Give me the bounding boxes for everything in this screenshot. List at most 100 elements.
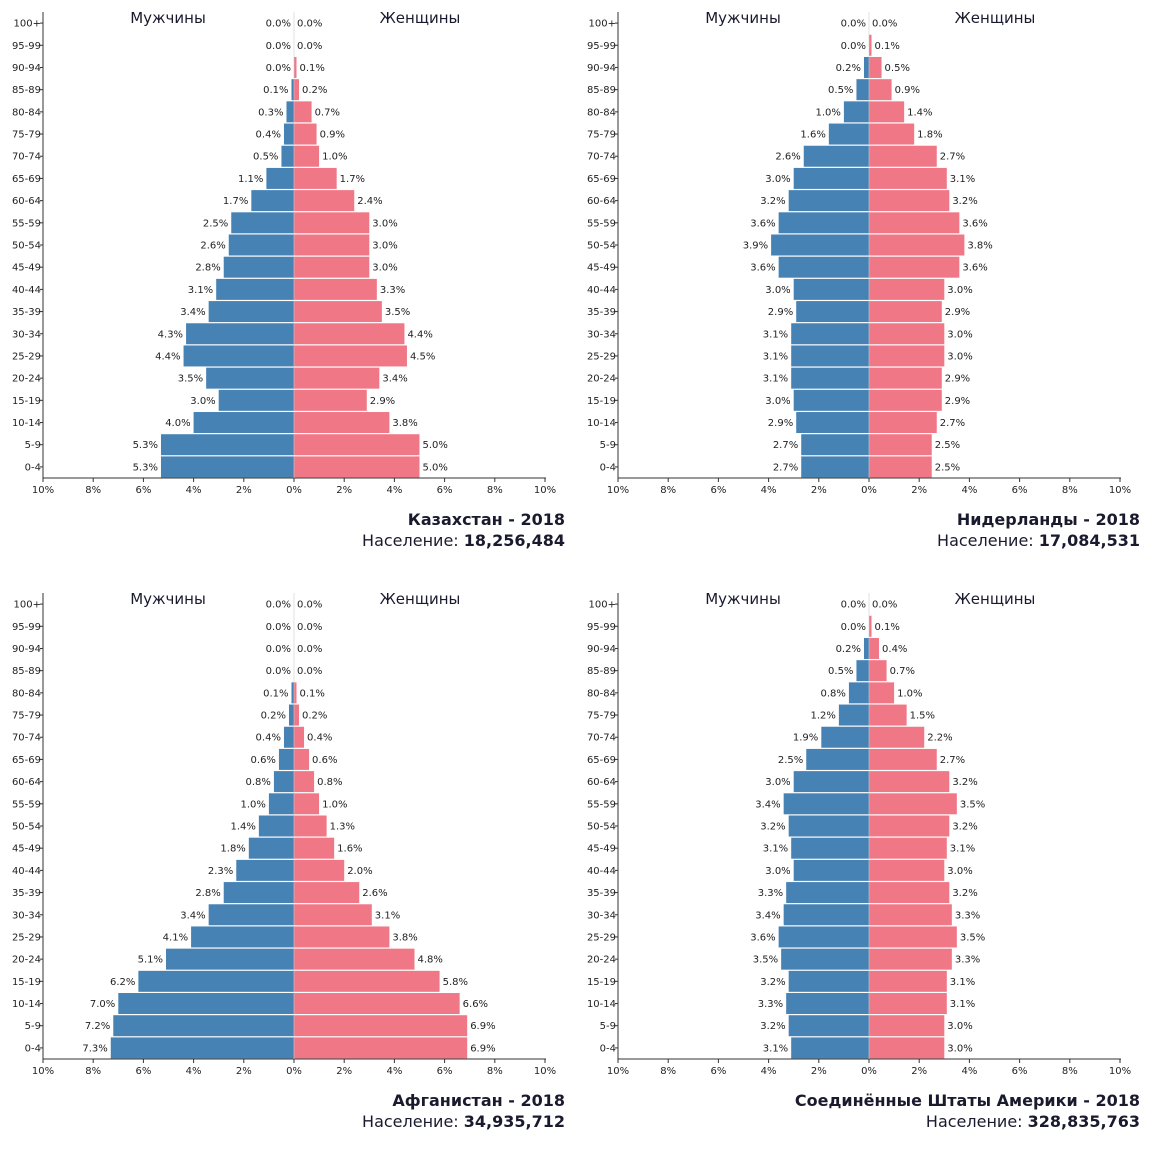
male-bar [791,323,869,345]
x-tick-label: 2% [236,1066,252,1077]
age-group-label: 50-54 [587,822,616,833]
male-bar [793,859,869,881]
female-label: Женщины [380,590,461,608]
female-label: Женщины [955,9,1036,27]
female-value-label: 3.1% [375,910,400,921]
x-tick-label: 0% [861,1066,877,1077]
male-value-label: 3.2% [760,1021,785,1032]
age-group-label: 65-69 [587,755,616,766]
population-line: Население: 328,835,763 [795,1112,1140,1131]
male-value-label: 2.6% [200,241,225,252]
male-bar [786,993,869,1015]
pyramid-panel-kazakhstan: Мужчины Женщины 5.3% 5.0% 0-4 5.3% 5.0% 5-9 4.0%… [0,0,575,581]
male-bar [118,993,294,1015]
male-value-label: 3.2% [760,196,785,207]
male-value-label: 0.2% [836,644,861,655]
male-bar [291,682,294,704]
female-value-label: 2.7% [940,152,965,163]
age-group-label: 100+ [14,19,41,30]
female-bar [869,904,952,926]
male-bar [231,212,294,234]
age-group-label: 65-69 [12,755,41,766]
female-value-label: 3.0% [947,866,972,877]
male-bar [791,345,869,367]
male-value-label: 3.0% [765,174,790,185]
male-value-label: 3.5% [178,374,203,385]
age-group-label: 55-59 [12,799,41,810]
male-value-label: 3.6% [750,263,775,274]
female-value-label: 4.8% [417,955,442,966]
female-value-label: 3.5% [960,932,985,943]
male-value-label: 1.6% [800,130,825,141]
female-value-label: 3.0% [372,241,397,252]
age-group-label: 25-29 [12,932,41,943]
male-value-label: 2.3% [208,866,233,877]
male-bar [786,882,869,904]
x-tick-label: 4% [186,485,202,496]
age-group-label: 25-29 [12,351,41,362]
age-group-label: 20-24 [12,374,41,385]
pyramid-chart: Мужчины Женщины 3.1% 3.0% 0-4 3.2% 3.0% 5-9 3.3%… [587,590,1131,1077]
female-value-label: 0.9% [895,85,920,96]
age-group-label: 25-29 [587,351,616,362]
male-bar [208,904,294,926]
female-value-label: 1.6% [337,844,362,855]
x-tick-label: 4% [961,485,977,496]
male-value-label: 3.2% [760,822,785,833]
male-value-label: 0.2% [836,63,861,74]
female-bar [869,456,932,478]
pyramid-panel-afghanistan: Мужчины Женщины 7.3% 6.9% 0-4 7.2% 6.9% 5-9 7.0%… [0,581,575,1162]
male-bar [248,837,294,859]
population-prefix: Население: [362,531,459,550]
female-value-label: 3.8% [967,241,992,252]
female-value-label: 2.5% [935,440,960,451]
male-value-label: 0.4% [256,733,281,744]
female-value-label: 3.1% [950,174,975,185]
pyramid-chart: Мужчины Женщины 7.3% 6.9% 0-4 7.2% 6.9% 5-9 7.0%… [12,590,556,1077]
male-value-label: 1.0% [240,799,265,810]
male-value-label: 3.6% [750,932,775,943]
male-value-label: 1.0% [815,107,840,118]
x-tick-label: 8% [85,1066,101,1077]
age-group-label: 10-14 [587,418,616,429]
age-group-label: 35-39 [12,307,41,318]
pyramid-chart: Мужчины Женщины 2.7% 2.5% 0-4 2.7% 2.5% 5-9 2.9%… [587,9,1131,496]
x-tick-label: 2% [811,1066,827,1077]
female-value-label: 0.0% [297,600,322,611]
age-group-label: 10-14 [12,999,41,1010]
x-tick-label: 10% [534,485,556,496]
male-bar [216,278,294,300]
male-bar [856,79,869,101]
chart-title: Афганистан - 2018 [392,1091,565,1110]
age-group-label: 30-34 [12,910,41,921]
male-value-label: 2.9% [768,307,793,318]
female-value-label: 0.2% [302,85,327,96]
male-bar [228,234,294,256]
male-bar [863,56,869,78]
age-group-label: 70-74 [587,733,616,744]
female-value-label: 0.9% [320,130,345,141]
pyramid-chart: Мужчины Женщины 5.3% 5.0% 0-4 5.3% 5.0% 5-9 4.0%… [12,9,556,496]
age-group-label: 0-4 [600,1043,616,1054]
female-value-label: 3.2% [952,888,977,899]
x-tick-label: 6% [1012,485,1028,496]
female-bar [294,771,315,793]
male-value-label: 4.4% [155,351,180,362]
female-bar [869,278,945,300]
age-group-label: 65-69 [12,174,41,185]
age-group-label: 100+ [14,600,41,611]
male-value-label: 0.0% [841,600,866,611]
female-bar [869,882,950,904]
age-group-label: 20-24 [12,955,41,966]
male-bar [186,323,294,345]
age-group-label: 90-94 [587,63,616,74]
female-bar [294,434,420,456]
age-group-label: 85-89 [12,666,41,677]
x-tick-label: 2% [911,1066,927,1077]
female-bar [294,1037,468,1059]
female-bar [294,926,390,948]
female-bar [869,704,907,726]
male-bar [793,389,869,411]
male-bar [788,815,869,837]
male-value-label: 0.5% [828,666,853,677]
